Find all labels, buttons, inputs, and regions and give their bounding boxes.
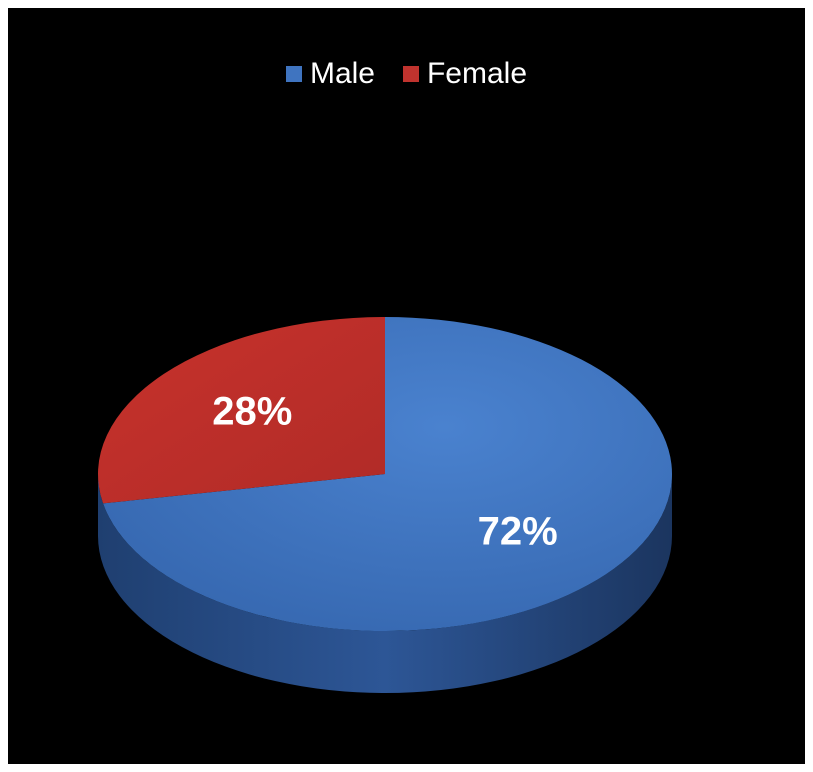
legend-swatch-female [402,66,419,82]
data-label-male: 72% [478,510,558,554]
chart-area: Male Female 72% 28% [8,8,805,764]
legend-label-female: Female [426,57,528,90]
pie-chart: 72% 28% [97,316,672,693]
data-label-female: 28% [212,390,292,434]
pie-side-male [98,474,672,693]
legend-item-male: Male [285,56,375,92]
legend-label-male: Male [309,57,375,90]
pie-slice-male [103,317,672,631]
legend-item-female: Female [402,56,528,92]
legend: Male Female [8,56,805,92]
legend-swatch-male [285,66,302,82]
pie-slice-female [97,316,385,504]
pie-side [98,474,672,693]
